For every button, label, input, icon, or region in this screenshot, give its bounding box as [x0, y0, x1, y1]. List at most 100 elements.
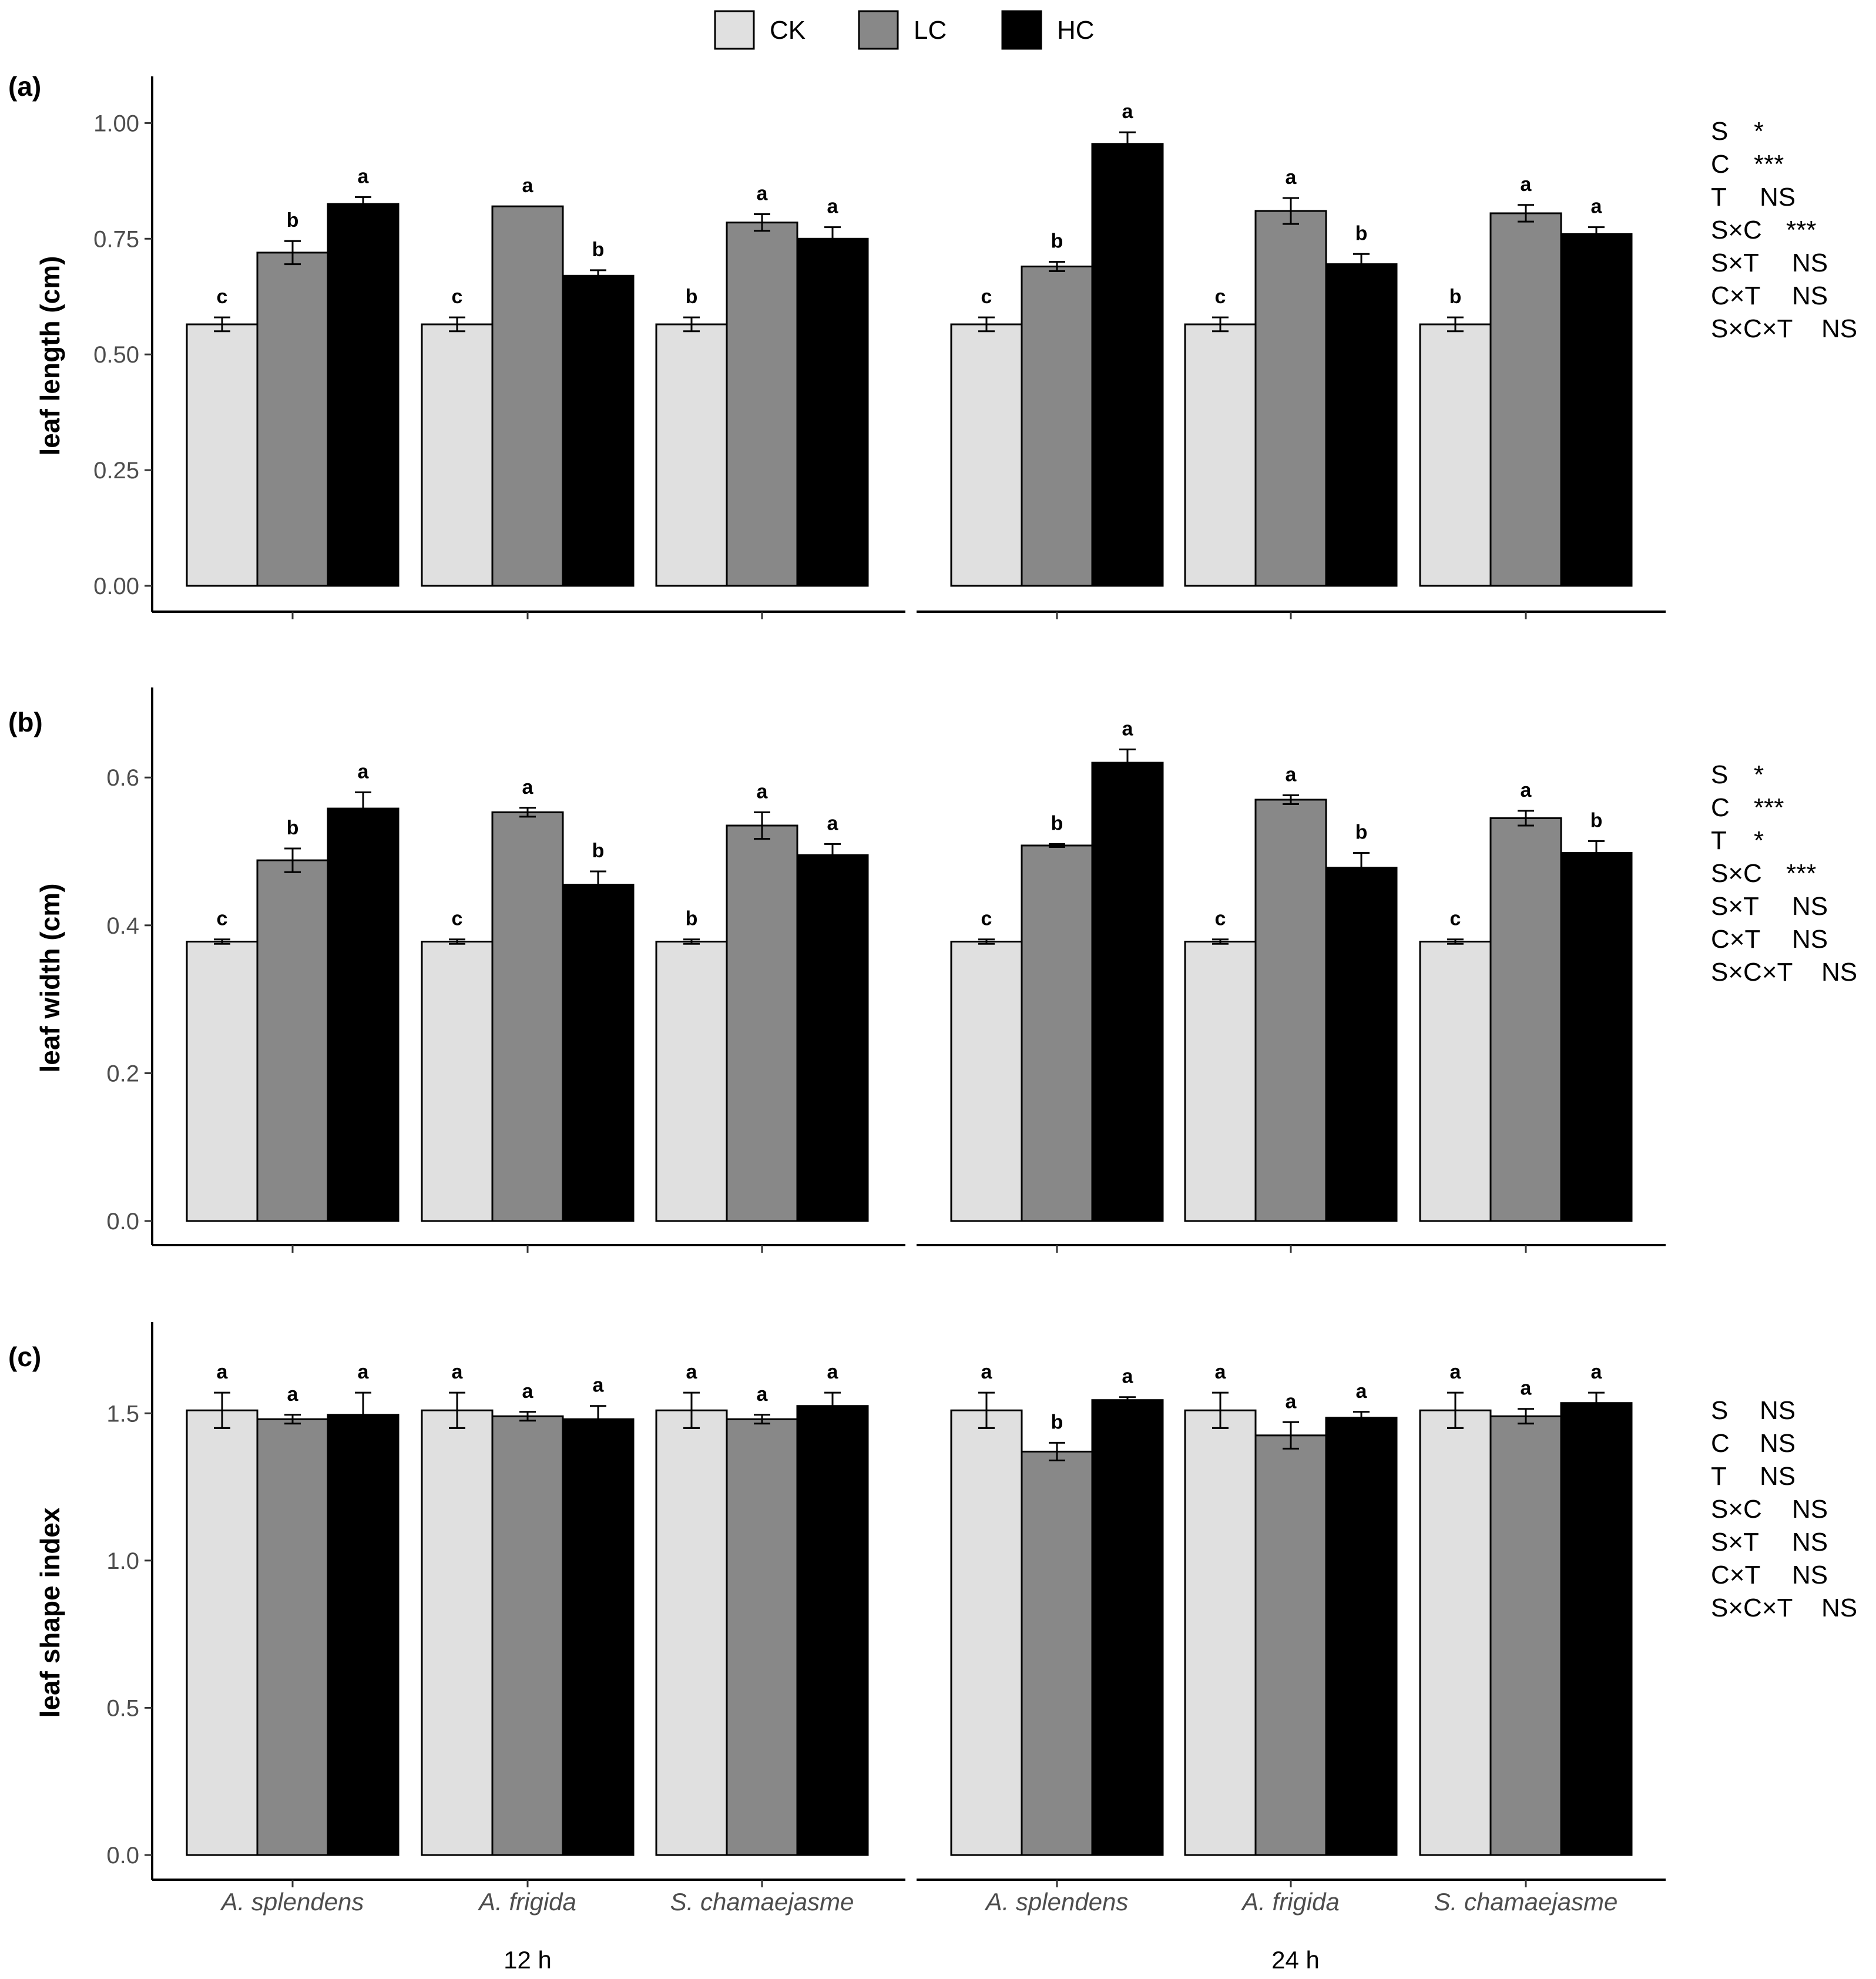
x-axis-labels: A. splendens A. frigida S. chamaejasme 12 h… [220, 1888, 1618, 1974]
stats-value: NS [1821, 958, 1857, 987]
significance-letter: b [287, 817, 299, 839]
significance-letter: a [287, 1383, 299, 1406]
bar-12-h-s-chamaejasme-lc [726, 1418, 798, 1856]
significance-letter: a [522, 1380, 534, 1403]
stats-value: NS [1760, 1429, 1796, 1458]
chart-panel-c: (c) leaf shape index 0.0 0.5 1.0 1.5 a a a a a a a a a… [8, 1322, 1857, 1887]
stats-term: S×C×T [1711, 314, 1793, 343]
stats-value: NS [1792, 1495, 1828, 1524]
bar-24-h-s-chamaejasme-ck [1419, 1409, 1492, 1856]
species-label-a-splendens: A. splendens [984, 1888, 1129, 1916]
bar-12-h-a-splendens-hc [327, 203, 400, 587]
significance-letter: b [1449, 286, 1462, 308]
y-axis-label: leaf shape index [35, 1507, 65, 1718]
legend-label-hc: HC [1057, 16, 1095, 45]
bar-24-h-a-splendens-hc [1091, 762, 1164, 1222]
stats-term: C×T [1711, 281, 1760, 310]
significance-letter: a [827, 812, 839, 834]
significance-letter: b [686, 286, 698, 308]
y-tick-label: 0.2 [106, 1061, 139, 1086]
significance-letter: b [1051, 1411, 1063, 1433]
significance-letter: b [1051, 230, 1063, 253]
stats-value: NS [1760, 1396, 1796, 1425]
stats-term: S×T [1711, 892, 1759, 921]
bar-24-h-s-chamaejasme-ck [1419, 940, 1492, 1222]
significance-letter: c [1215, 908, 1226, 930]
significance-letter: b [287, 209, 299, 232]
bar-12-h-a-splendens-hc [327, 1414, 400, 1856]
bar-12-h-a-frigida-lc [491, 1415, 564, 1856]
bar-12-h-s-chamaejasme-hc [796, 854, 869, 1222]
significance-letter: a [1286, 166, 1297, 189]
y-axis-label: leaf length (cm) [35, 256, 65, 456]
bar-24-h-a-frigida-hc [1325, 263, 1398, 587]
species-label-s-chamaejasme: S. chamaejasme [670, 1888, 854, 1916]
bar-24-h-s-chamaejasme-hc [1560, 852, 1633, 1222]
stats-value: * [1754, 760, 1764, 789]
bar-24-h-a-frigida-ck [1184, 940, 1257, 1222]
significance-letter: b [592, 239, 605, 261]
significance-letter: c [981, 908, 992, 930]
significance-letter: a [593, 1374, 605, 1397]
stats-value: NS [1792, 892, 1828, 921]
y-tick-label: 0.00 [93, 573, 139, 599]
bar-12-h-a-frigida-ck [421, 323, 494, 587]
bar-24-h-a-splendens-ck [950, 1409, 1023, 1856]
legend-label-ck: CK [770, 16, 806, 45]
stats-value: *** [1754, 793, 1784, 822]
stats-value: NS [1760, 1462, 1796, 1491]
significance-letter: c [217, 286, 228, 308]
stats-value: *** [1786, 859, 1816, 888]
significance-letter: c [452, 908, 463, 930]
legend-swatch-lc [858, 10, 899, 50]
chart-panel-b: (b) leaf width (cm) 0.0 0.2 0.4 0.6 c b a c a b b a a c… [8, 687, 1857, 1253]
stats-value: NS [1792, 281, 1828, 310]
stats-term: S [1711, 1396, 1728, 1425]
significance-letter: a [757, 1383, 768, 1406]
significance-letter: a [522, 175, 534, 197]
y-tick-label: 0.0 [106, 1209, 139, 1235]
stats-value: *** [1754, 150, 1784, 179]
significance-letter: a [1591, 1361, 1603, 1383]
bar-24-h-a-frigida-lc [1254, 210, 1327, 587]
legend-swatch-hc [1001, 10, 1042, 50]
significance-letter: a [981, 1361, 993, 1383]
bar-12-h-a-frigida-hc [562, 884, 635, 1222]
y-tick-label: 0.75 [93, 226, 139, 252]
bar-24-h-s-chamaejasme-lc [1489, 817, 1562, 1222]
bar-24-h-s-chamaejasme-hc [1560, 1402, 1633, 1856]
significance-letter: a [1521, 1377, 1532, 1400]
stats-value: NS [1760, 183, 1796, 212]
bar-24-h-a-frigida-ck [1184, 1409, 1257, 1856]
bar-12-h-s-chamaejasme-lc [726, 222, 798, 587]
stats-term: S×C×T [1711, 1594, 1793, 1622]
stats-value: NS [1792, 1561, 1828, 1589]
y-tick-label: 1.0 [106, 1548, 139, 1574]
time-label-12-h: 12 h [504, 1946, 552, 1974]
bar-24-h-s-chamaejasme-lc [1489, 212, 1562, 587]
y-tick-label: 0.25 [93, 458, 139, 484]
y-tick-label: 1.5 [106, 1401, 139, 1427]
bar-24-h-a-frigida-lc [1254, 799, 1327, 1222]
bar-24-h-s-chamaejasme-ck [1419, 323, 1492, 587]
bar-12-h-a-splendens-ck [186, 940, 259, 1222]
stats-term: T [1711, 183, 1727, 212]
stats-term: S×C [1711, 859, 1762, 888]
legend: CK LC HC [714, 10, 1095, 50]
stats-term: C [1711, 1429, 1730, 1458]
significance-letter: a [452, 1361, 464, 1383]
y-tick-label: 0.4 [106, 913, 139, 939]
species-label-s-chamaejasme: S. chamaejasme [1434, 1888, 1618, 1916]
significance-letter: a [358, 1361, 370, 1383]
significance-letter: c [452, 286, 463, 308]
significance-letter: c [981, 286, 992, 308]
bar-12-h-a-frigida-lc [491, 205, 564, 587]
species-label-a-frigida: A. frigida [1240, 1888, 1340, 1916]
bar-12-h-a-frigida-hc [562, 1418, 635, 1856]
stats-value: NS [1792, 925, 1828, 954]
stats-term: S×T [1711, 249, 1759, 277]
bar-12-h-a-frigida-lc [491, 811, 564, 1222]
significance-letter: a [217, 1361, 229, 1383]
panel-label: (b) [8, 707, 43, 737]
stats-value: NS [1792, 249, 1828, 277]
